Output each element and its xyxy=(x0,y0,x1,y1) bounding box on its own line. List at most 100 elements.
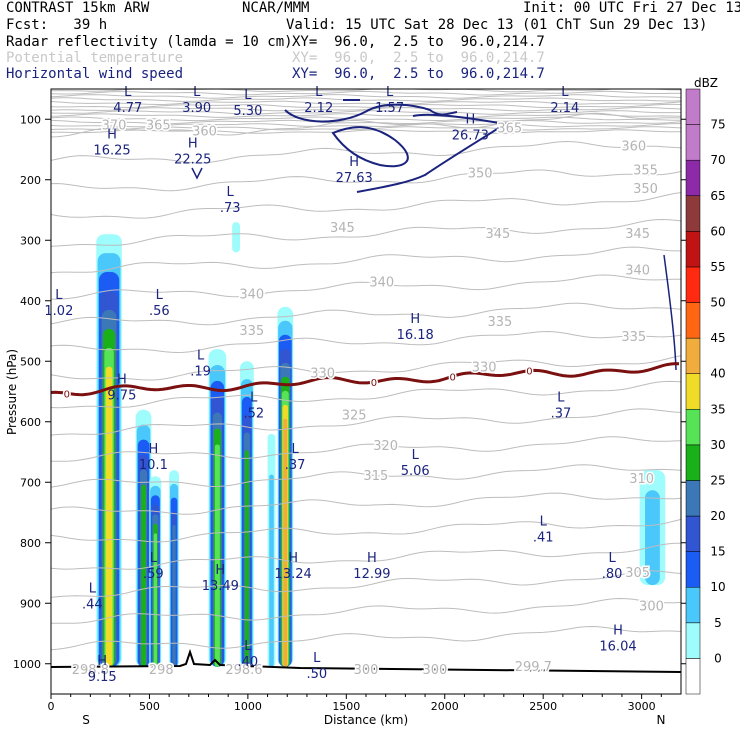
wind-extremum-type: L xyxy=(227,185,235,200)
theta-label: 315 xyxy=(363,469,388,484)
center-label: NCAR/MMM xyxy=(242,0,310,16)
theta-label: 298.6 xyxy=(225,663,262,678)
theta-contour xyxy=(51,436,681,462)
theta-contour xyxy=(51,116,681,122)
theta-contour xyxy=(51,570,681,598)
colorbar-tick-label: 55 xyxy=(710,260,725,274)
theta-label: 345 xyxy=(625,227,650,242)
colorbar-tick-label: 20 xyxy=(710,509,725,523)
theta-contour xyxy=(51,355,681,381)
theta-label: 298 xyxy=(149,663,174,678)
reflectivity-shade xyxy=(244,450,249,667)
theta-label: 298.8 xyxy=(72,663,109,678)
wind-extremum: H27.63 xyxy=(336,155,373,186)
y-tick-label: 1000 xyxy=(13,658,41,671)
wind-extremum-value: 1.02 xyxy=(44,304,73,319)
wind-extremum: L4.77 xyxy=(113,85,142,116)
theta-contour xyxy=(51,625,681,651)
reflectivity-shade xyxy=(141,484,146,667)
terrain-line xyxy=(51,648,681,673)
theta-contour xyxy=(51,126,681,131)
x-tick-label: 1000 xyxy=(234,700,262,713)
y-tick-label: 500 xyxy=(20,355,41,368)
reflectivity-cell xyxy=(232,222,240,253)
wind-extremum-type: L xyxy=(412,448,420,463)
theta-contour xyxy=(51,492,681,515)
wind-contour xyxy=(331,126,409,168)
field2-name: Potential temperature xyxy=(6,50,184,66)
colorbar-swatch xyxy=(685,124,701,161)
theta-contour xyxy=(51,123,681,128)
theta-label: 365 xyxy=(497,121,522,136)
wind-extremum-type: H xyxy=(117,373,127,388)
wind-extremum-value: 3.90 xyxy=(182,101,211,116)
colorbar-tick-label: 70 xyxy=(710,153,725,167)
reflectivity-cell xyxy=(149,476,162,667)
reflectivity-shade xyxy=(214,444,220,667)
theta-label: 345 xyxy=(330,221,355,236)
wind-extremum-value: 27.63 xyxy=(336,171,373,186)
wind-extremum-value: 1.57 xyxy=(375,101,404,116)
wind-extremum-type: H xyxy=(188,137,198,152)
wind-extremum: H13.49 xyxy=(202,563,239,594)
wind-extremum-value: 26.73 xyxy=(452,128,489,143)
wind-extremum-value: 16.18 xyxy=(397,328,434,343)
theta-contour xyxy=(51,89,681,93)
reflectivity-cell xyxy=(96,234,122,667)
wind-extremum-value: .73 xyxy=(220,201,241,216)
theta-label: 300 xyxy=(422,663,447,678)
colorbar-tick-label: 75 xyxy=(710,118,725,132)
reflectivity-shade xyxy=(269,474,274,667)
x-tick-label: 500 xyxy=(139,700,160,713)
wind-extremum-value: 16.25 xyxy=(93,144,130,159)
wind-extremum: L5.06 xyxy=(401,448,430,479)
wind-extremum-type: H xyxy=(367,551,377,566)
wind-extremum-type: H xyxy=(410,312,420,327)
wind-extremum-type: L xyxy=(250,391,258,406)
freezing-level-label: 0 xyxy=(526,367,532,378)
wind-extremum: L1.57 xyxy=(375,85,404,116)
wind-extremum-value: .52 xyxy=(243,407,264,422)
theta-label: 305 xyxy=(625,566,650,581)
wind-extremum: L1.02 xyxy=(44,288,73,319)
wind-extremum: L.40 xyxy=(238,639,259,670)
wind-contour xyxy=(284,103,458,123)
x-axis-label: Distance (km) xyxy=(324,713,408,727)
wind-extremum-value: 2.14 xyxy=(550,101,579,116)
valid-label: Valid: 15 UTC Sat 28 Dec 13 (01 ChT Sun … xyxy=(286,17,708,33)
theta-label: 350 xyxy=(468,167,493,182)
theta-label: 335 xyxy=(487,315,512,330)
colorbar-swatch xyxy=(685,159,701,197)
wind-extremum: L.37 xyxy=(285,442,306,473)
theta-contour xyxy=(51,103,681,109)
colorbar-tick-label: 30 xyxy=(710,438,725,452)
fcst-label: Fcst: 39 h xyxy=(6,17,108,33)
reflectivity-shade xyxy=(172,525,176,667)
theta-label: 370 xyxy=(102,118,127,133)
colorbar-tick-label: 45 xyxy=(710,331,725,345)
theta-contour xyxy=(51,140,681,164)
wind-extremum: L.44 xyxy=(82,581,103,612)
wind-extremum-value: 13.49 xyxy=(202,579,239,594)
theta-label: 350 xyxy=(633,182,658,197)
theta-label: 340 xyxy=(369,276,394,291)
wind-extremum-type: L xyxy=(608,551,616,566)
wind-extremum: L.37 xyxy=(551,391,572,422)
wind-extremum-value: 12.99 xyxy=(353,567,390,582)
wind-extremum-type: H xyxy=(215,563,225,578)
wind-extremum: H9.75 xyxy=(107,373,136,404)
field1-name: Radar reflectivity (lamda = 10 cm) xyxy=(6,34,293,50)
reflectivity-cell xyxy=(267,433,276,667)
wind-extremum-value: 5.06 xyxy=(401,464,430,479)
wind-extremum-type: L xyxy=(315,85,323,100)
x-tick-label: 1500 xyxy=(332,700,360,713)
x-tick-label: 3000 xyxy=(628,700,656,713)
theta-contour xyxy=(51,542,681,570)
reflectivity-cell xyxy=(240,361,254,667)
wind-extremum: L.73 xyxy=(220,185,241,216)
theta-label: 355 xyxy=(633,164,658,179)
wind-extremum-value: .50 xyxy=(306,667,327,682)
freezing-level-label: 0 xyxy=(64,389,70,400)
wind-extremum-type: L xyxy=(244,639,252,654)
wind-extremum-type: L xyxy=(197,348,205,363)
